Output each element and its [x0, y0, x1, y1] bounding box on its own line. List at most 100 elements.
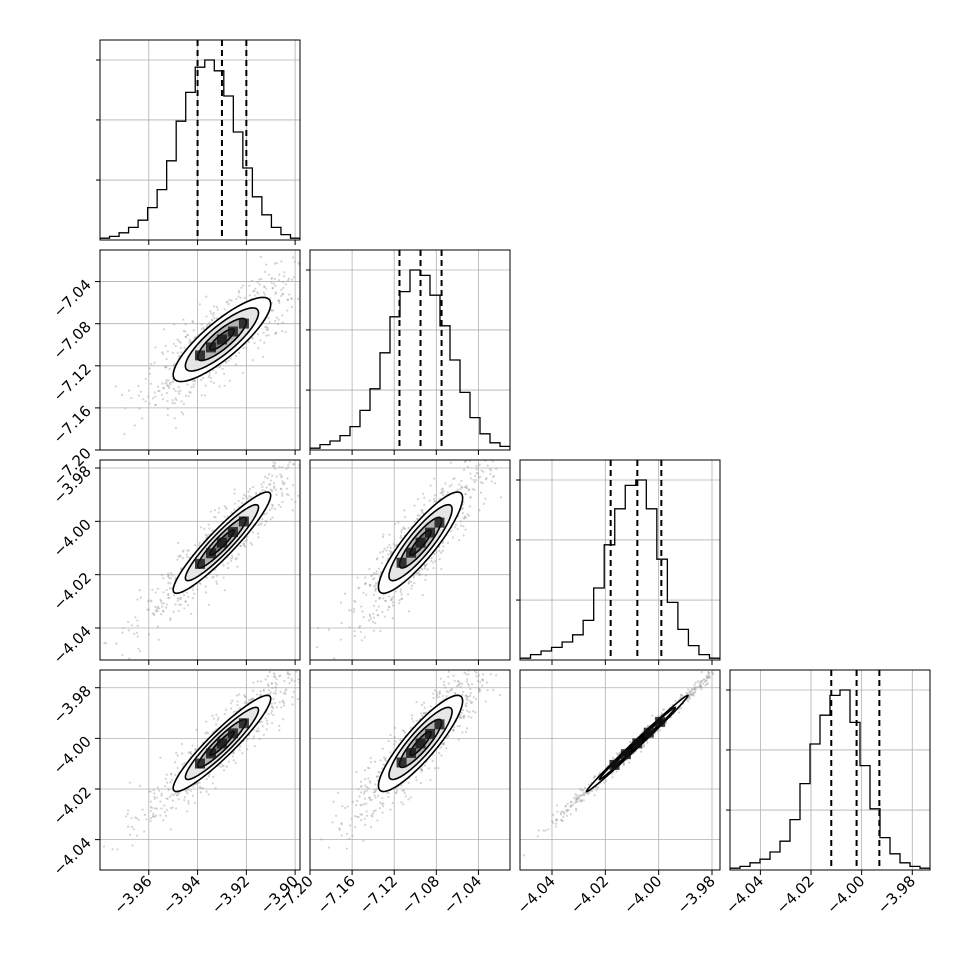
- sample-point: [262, 481, 265, 484]
- sample-point: [368, 766, 371, 770]
- sample-point: [193, 801, 196, 804]
- sample-point: [447, 690, 450, 694]
- sample-point: [707, 671, 711, 674]
- sample-point: [230, 511, 233, 514]
- sample-point: [179, 596, 183, 599]
- sample-point: [733, 654, 735, 656]
- sample-point: [167, 592, 170, 596]
- sample-point: [592, 776, 595, 779]
- sample-point: [260, 522, 263, 525]
- panel-frame: [519, 669, 721, 871]
- sample-point: [184, 330, 187, 333]
- sample-point: [556, 810, 559, 813]
- sample-point: [228, 298, 231, 301]
- sample-point: [651, 714, 654, 717]
- sample-point: [390, 551, 393, 554]
- sample-point: [481, 481, 484, 485]
- sample-point: [477, 687, 480, 691]
- sample-point: [366, 766, 370, 769]
- sample-point: [276, 323, 280, 326]
- sample-point: [364, 582, 367, 585]
- sample-point: [551, 821, 555, 824]
- panel-2-0: −4.04−4.02−4.00−3.98: [50, 459, 308, 667]
- sample-point: [241, 752, 244, 755]
- sample-point: [292, 463, 295, 466]
- sample-point: [593, 794, 596, 797]
- sample-point: [280, 260, 283, 263]
- sample-point: [430, 556, 433, 560]
- sample-point: [464, 528, 467, 531]
- sample-point: [584, 791, 587, 795]
- sample-point: [610, 772, 614, 775]
- sample-point: [243, 702, 246, 705]
- sample-point: [374, 584, 377, 587]
- sample-point: [167, 787, 170, 790]
- sample-point: [628, 761, 631, 764]
- sample-point: [134, 816, 137, 819]
- sample-point: [245, 346, 248, 349]
- sample-point: [432, 692, 435, 695]
- sample-point: [359, 630, 362, 634]
- sample-point: [144, 377, 147, 380]
- sample-point: [255, 493, 258, 496]
- sample-point: [399, 536, 402, 539]
- sample-point: [256, 532, 260, 535]
- sample-point: [460, 524, 463, 527]
- sample-point: [280, 294, 283, 297]
- panel-frame: [309, 669, 511, 871]
- sample-point: [487, 638, 489, 640]
- sample-point: [364, 777, 367, 781]
- sample-point: [320, 838, 323, 841]
- sample-point: [474, 474, 477, 478]
- sample-point: [191, 744, 194, 747]
- sample-point: [287, 465, 290, 469]
- sample-point: [153, 391, 156, 394]
- sample-point: [156, 786, 160, 789]
- sample-point: [346, 832, 349, 835]
- sample-point: [611, 756, 614, 759]
- sample-point: [492, 475, 495, 479]
- sample-point: [575, 798, 578, 801]
- sample-point: [377, 605, 381, 608]
- sample-point: [194, 748, 197, 751]
- sample-point: [691, 693, 694, 696]
- sample-point: [273, 673, 276, 676]
- sample-point: [192, 379, 196, 382]
- sample-point: [186, 788, 190, 791]
- sample-point: [570, 800, 573, 803]
- sample-point: [707, 673, 710, 676]
- sample-point: [387, 740, 390, 743]
- sample-point: [459, 716, 463, 720]
- sample-point: [219, 765, 222, 769]
- sample-point: [168, 596, 171, 599]
- sample-point: [233, 502, 237, 505]
- sample-point: [383, 758, 387, 761]
- sample-point: [254, 287, 257, 290]
- sample-point: [382, 802, 385, 805]
- sample-point: [382, 597, 385, 600]
- sample-point: [336, 791, 340, 794]
- sample-point: [306, 474, 308, 476]
- sample-point: [222, 564, 225, 567]
- sample-point: [271, 686, 274, 690]
- sample-point: [476, 680, 480, 683]
- sample-point: [246, 738, 249, 741]
- sample-point: [250, 543, 254, 546]
- sample-point: [381, 550, 385, 553]
- sample-point: [418, 569, 421, 572]
- sample-point: [257, 727, 260, 730]
- sample-point: [424, 574, 427, 577]
- sample-point: [450, 687, 453, 690]
- sample-point: [149, 809, 152, 813]
- sample-point: [398, 602, 401, 605]
- panel-plot-area: [523, 654, 735, 857]
- sample-point: [151, 612, 154, 615]
- sample-point: [237, 291, 240, 294]
- sample-point: [151, 815, 155, 818]
- sample-point: [242, 347, 245, 350]
- sample-point: [270, 489, 273, 492]
- sample-point: [155, 807, 158, 810]
- sample-point: [124, 407, 127, 410]
- sample-point: [493, 482, 497, 485]
- sample-point: [177, 555, 180, 558]
